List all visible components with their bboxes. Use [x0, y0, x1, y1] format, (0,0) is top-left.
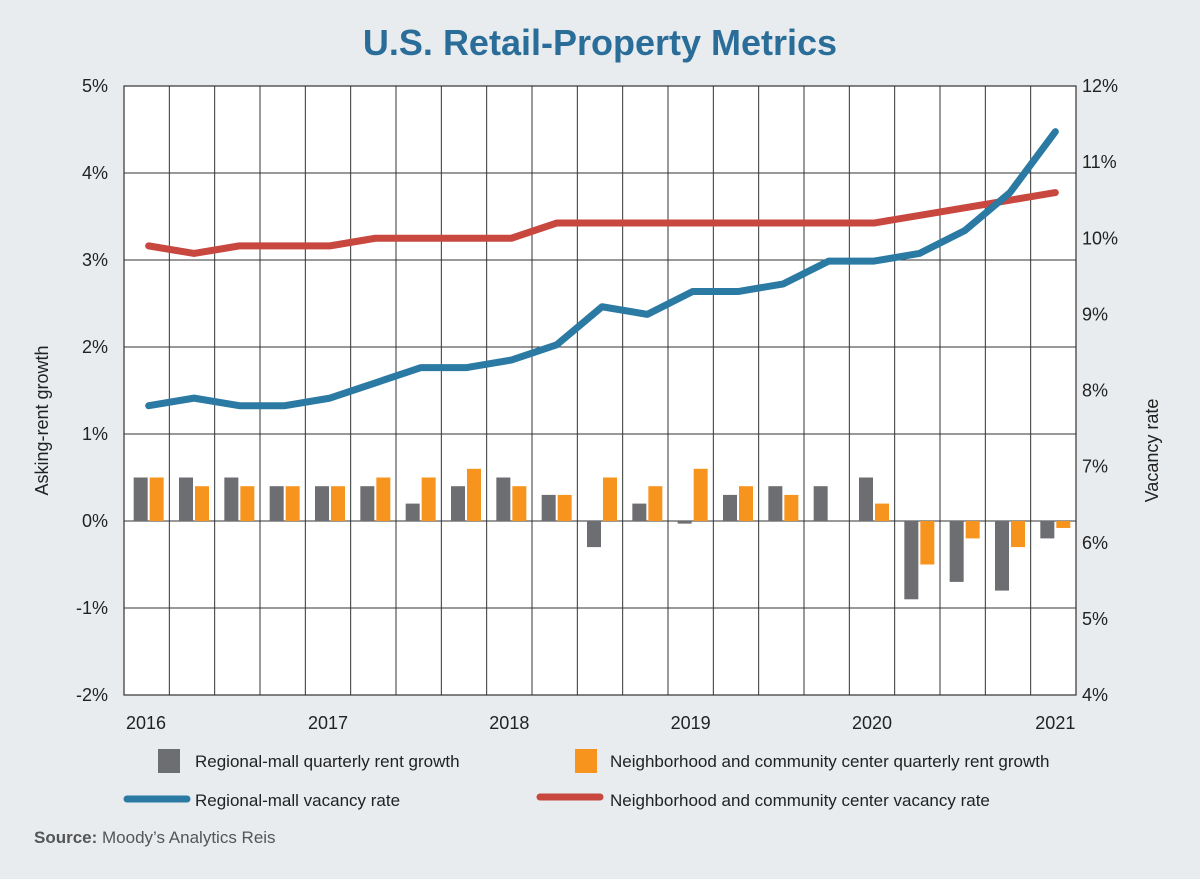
left-tick-label: -1% [76, 598, 108, 618]
right-tick-label: 7% [1082, 457, 1108, 477]
source-note: Source: Moody’s Analytics Reis [34, 828, 276, 848]
bar-neighborhood-rent [285, 486, 300, 521]
bar-neighborhood-rent [240, 486, 255, 521]
legend-label-regional-mall-rent: Regional-mall quarterly rent growth [195, 752, 460, 771]
left-tick-label: 2% [82, 337, 108, 357]
bar-regional-mall-rent [315, 486, 329, 521]
bar-regional-mall-rent [179, 477, 193, 521]
legend-label-neighborhood-rent: Neighborhood and community center quarte… [610, 752, 1049, 771]
bar-regional-mall-rent [813, 486, 828, 521]
right-tick-label: 6% [1082, 533, 1108, 553]
bar-regional-mall-rent [1040, 521, 1055, 539]
left-axis-title: Asking-rent growth [32, 345, 52, 495]
x-tick-label: 2016 [126, 713, 166, 733]
plot-border [123, 85, 1077, 696]
bar-neighborhood-rent [1011, 521, 1025, 548]
left-tick-label: 4% [82, 163, 108, 183]
bar-regional-mall-rent [541, 494, 556, 521]
left-axis-ticks: 5% 4% 3% 2% 1% 0% -1% -2% [76, 76, 108, 705]
right-tick-label: 12% [1082, 76, 1118, 96]
bar-neighborhood-rent [512, 486, 527, 521]
bar-regional-mall-rent [859, 477, 873, 521]
legend-label-regional-mall-vacancy: Regional-mall vacancy rate [195, 791, 400, 810]
bar-neighborhood-rent [376, 477, 391, 521]
legend-swatch-neighborhood-rent [575, 749, 597, 773]
line-series [145, 128, 1059, 410]
source-text: Moody’s Analytics Reis [97, 828, 276, 847]
x-tick-label: 2017 [308, 713, 348, 733]
bar-regional-mall-rent [360, 486, 375, 521]
left-tick-label: 5% [82, 76, 108, 96]
bar-regional-mall-rent [723, 494, 737, 521]
bar-regional-mall-rent [224, 477, 239, 521]
bar-neighborhood-rent [648, 486, 663, 521]
legend-swatch-regional-mall-rent [158, 749, 180, 773]
x-tick-label: 2019 [671, 713, 711, 733]
bar-regional-mall-rent [904, 521, 919, 600]
bar-neighborhood-rent [331, 486, 345, 521]
bar-neighborhood-rent [603, 477, 617, 521]
bar-regional-mall-rent [405, 503, 420, 521]
right-tick-label: 5% [1082, 609, 1108, 629]
x-axis-ticks: 2016 2017 2018 2019 2020 2021 [126, 713, 1075, 733]
x-tick-label: 2018 [489, 713, 529, 733]
bar-regional-mall-rent [632, 503, 647, 521]
right-axis-ticks: 12% 11% 10% 9% 8% 7% 6% 5% 4% [1082, 76, 1118, 705]
bar-neighborhood-rent [1056, 521, 1071, 528]
bar-neighborhood-rent [467, 468, 481, 521]
bar-regional-mall-rent [269, 486, 284, 521]
chart-title: U.S. Retail-Property Metrics [362, 22, 838, 63]
line-regional-mall-vacancy [145, 128, 1059, 410]
plot-area [124, 86, 1076, 695]
bar-regional-mall-rent [587, 521, 601, 548]
x-tick-label: 2020 [852, 713, 892, 733]
bar-regional-mall-rent [133, 477, 148, 521]
source-label: Source: [34, 828, 98, 847]
bar-series [133, 468, 1071, 600]
legend: Regional-mall quarterly rent growth Neig… [123, 749, 1049, 810]
bar-regional-mall-rent [995, 521, 1009, 591]
bar-neighborhood-rent [149, 477, 164, 521]
bar-neighborhood-rent [195, 486, 209, 521]
bar-neighborhood-rent [920, 521, 935, 565]
bar-regional-mall-rent [677, 521, 692, 524]
right-tick-label: 10% [1082, 228, 1118, 248]
right-tick-label: 9% [1082, 304, 1108, 324]
bar-regional-mall-rent [496, 477, 511, 521]
bar-regional-mall-rent [768, 486, 783, 521]
x-tick-label: 2021 [1035, 713, 1075, 733]
bar-neighborhood-rent [557, 494, 572, 521]
bar-neighborhood-rent [875, 503, 889, 521]
legend-label-neighborhood-vacancy: Neighborhood and community center vacanc… [610, 791, 990, 810]
bar-neighborhood-rent [693, 468, 708, 521]
bar-regional-mall-rent [451, 486, 465, 521]
bar-neighborhood-rent [421, 477, 436, 521]
line-neighborhood-vacancy [145, 189, 1059, 257]
bar-neighborhood-rent [739, 486, 753, 521]
bar-regional-mall-rent [949, 521, 964, 582]
right-axis-title: Vacancy rate [1142, 399, 1162, 503]
left-tick-label: 3% [82, 250, 108, 270]
bar-neighborhood-rent [965, 521, 980, 539]
right-tick-label: 4% [1082, 685, 1108, 705]
left-tick-label: 1% [82, 424, 108, 444]
left-tick-label: 0% [82, 511, 108, 531]
plot-frame [123, 85, 1077, 696]
left-tick-label: -2% [76, 685, 108, 705]
bar-neighborhood-rent [784, 494, 799, 521]
right-tick-label: 11% [1082, 152, 1117, 172]
right-tick-label: 8% [1082, 381, 1108, 401]
